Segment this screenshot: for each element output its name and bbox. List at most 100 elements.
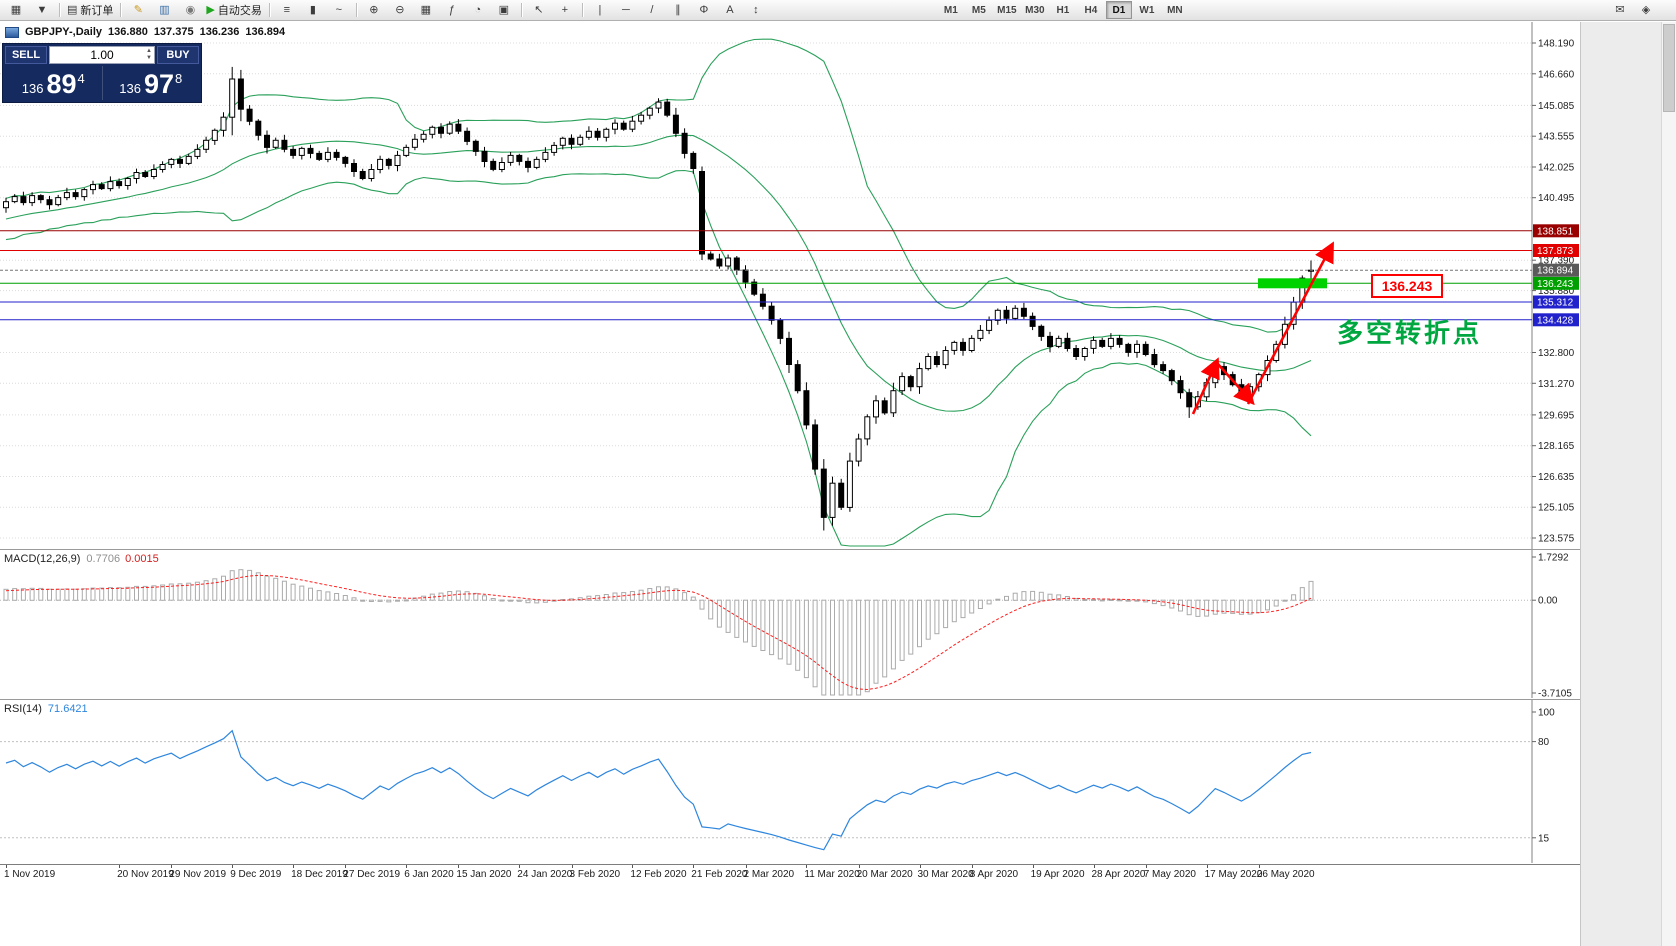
symbol-title: GBPJPY-,Daily [25, 26, 103, 38]
chart-line-icon[interactable]: ~ [326, 1, 352, 20]
volume-input[interactable]: 1.00 ▲ ▼ [49, 46, 155, 64]
volume-spinner[interactable]: ▲ ▼ [146, 48, 152, 62]
candle-body [168, 158, 175, 165]
sell-price-button[interactable]: 136 89 4 [5, 66, 103, 100]
candle-body [194, 148, 201, 157]
trend-arrow [1191, 357, 1220, 415]
macd-hist-bar [1099, 599, 1105, 602]
metaeditor-icon[interactable]: ✎ [125, 1, 151, 20]
macd-hist-bar [638, 589, 644, 601]
timeframe-mn[interactable]: MN [1167, 4, 1183, 16]
templates-icon[interactable]: ▣ [491, 1, 517, 20]
ask-prefix: 136 [119, 80, 141, 96]
macd-hist-bar [1256, 599, 1262, 614]
price-chart[interactable]: 148.190 146.660 145.085 143.555 142.025 140.4… [0, 22, 1580, 549]
new-chart-icon[interactable]: ▦ [3, 1, 29, 20]
macd-hist-bar [334, 593, 340, 601]
macd-hist-bar [882, 599, 888, 678]
tile-windows-icon[interactable]: ▦ [413, 1, 439, 20]
candle-body [585, 130, 592, 138]
zoom-in-icon[interactable]: ⊕ [361, 1, 387, 20]
macd-hist-bar [395, 599, 400, 602]
macd-hist-bar [760, 599, 766, 651]
macd-hist-bar [107, 587, 113, 601]
candle-body [786, 337, 792, 365]
crosshair-icon[interactable]: + [552, 1, 578, 20]
chart-bars-icon[interactable]: ≡ [274, 1, 300, 20]
macd-panel[interactable]: 1.7292 0.00 -3.7105 [0, 549, 1580, 698]
time-label: 27 Dec 2019 [343, 869, 401, 880]
time-tick [971, 865, 973, 868]
fibonacci-icon[interactable]: Φ [691, 1, 717, 20]
trendline-icon[interactable]: / [639, 1, 665, 20]
ohlc-high: 137.375 [153, 26, 194, 38]
trend-arrow [1216, 362, 1255, 406]
timeframe-h1[interactable]: H1 [1056, 4, 1070, 16]
autotrading-button[interactable]: ▶ 自动交易 [203, 1, 264, 20]
timeframe-m1[interactable]: M1 [943, 4, 958, 16]
macd-hist-bar [995, 598, 1001, 601]
time-label: 6 Jan 2020 [404, 869, 454, 880]
macd-hist-bar [1143, 599, 1149, 603]
current-price-badge [1533, 263, 1579, 277]
price-level-badge [1533, 295, 1579, 309]
timeframe-d1[interactable]: D1 [1105, 1, 1132, 19]
new-order-button[interactable]: ▤ 新订单 [64, 1, 116, 20]
candle-body [1012, 307, 1019, 319]
candle-body [507, 154, 514, 163]
vertical-line-icon[interactable]: | [587, 1, 613, 20]
indicators-icon[interactable]: ƒ [439, 1, 465, 20]
macd-hist-bar [1091, 598, 1096, 601]
rsi-panel[interactable]: 100 80 15 [0, 699, 1580, 863]
macd-hist-bar [1308, 580, 1314, 601]
periods-icon[interactable]: ◔ [465, 1, 491, 20]
scrollbar-thumb[interactable] [1663, 24, 1675, 112]
arrows-icon[interactable]: ↕ [743, 1, 769, 20]
macd-hist-bar [134, 585, 139, 601]
candle-body [29, 195, 36, 204]
candle-body [1047, 335, 1053, 347]
horizontal-line-icon[interactable]: ─ [613, 1, 639, 20]
terminal-icon[interactable]: ▥ [151, 1, 177, 20]
toolbar-separator [120, 3, 122, 17]
candle-body [472, 140, 479, 152]
macd-hist-bar [142, 585, 148, 601]
spin-down-icon[interactable]: ▼ [146, 55, 152, 61]
profiles-dropdown-icon[interactable]: ▼ [29, 1, 55, 20]
macd-hist-bar [360, 599, 366, 602]
spin-up-icon[interactable]: ▲ [146, 48, 152, 54]
buy-button[interactable]: BUY [157, 46, 199, 64]
timeframe-h4[interactable]: H4 [1084, 4, 1098, 16]
candle-body [63, 192, 70, 199]
macd-signal-line [5, 574, 1312, 691]
community-icon[interactable]: ◉ [177, 1, 203, 20]
time-axis[interactable]: 1 Nov 2019 20 Nov 2019 29 Nov 2019 9 Dec 20… [0, 864, 1580, 885]
time-label: 11 Mar 2020 [804, 869, 860, 880]
sell-button[interactable]: SELL [5, 46, 47, 64]
text-icon[interactable]: A [717, 1, 743, 20]
channel-icon[interactable]: ∥ [665, 1, 691, 20]
notifications-icon[interactable]: ◈ [1633, 1, 1659, 20]
chart-bars-icon: ≡ [283, 3, 291, 16]
bid-big: 89 [46, 69, 77, 99]
candle-body [211, 129, 218, 141]
macd-hist-bar [1047, 593, 1053, 601]
timeframe-m5[interactable]: M5 [971, 4, 986, 16]
chat-icon[interactable]: ✉ [1607, 1, 1633, 20]
time-label: 2 Mar 2020 [743, 869, 795, 880]
macd-hist-bar [629, 591, 635, 601]
timeframe-m30[interactable]: M30 [1025, 4, 1045, 16]
macd-hist-bar [943, 599, 949, 629]
candle-body [968, 337, 975, 351]
buy-price-button[interactable]: 136 97 8 [103, 66, 200, 100]
time-label: 29 Nov 2019 [169, 869, 227, 880]
timeframe-m15[interactable]: M15 [997, 4, 1017, 16]
chart-candles-icon[interactable]: ▮ [300, 1, 326, 20]
macd-hist-bar [838, 599, 844, 696]
cursor-icon[interactable]: ↖ [526, 1, 552, 20]
zoom-out-icon[interactable]: ⊖ [387, 1, 413, 20]
macd-hist-bar [690, 596, 696, 601]
vertical-scrollbar[interactable] [1661, 22, 1676, 946]
timeframe-w1[interactable]: W1 [1139, 4, 1155, 16]
candle-body [116, 181, 123, 187]
